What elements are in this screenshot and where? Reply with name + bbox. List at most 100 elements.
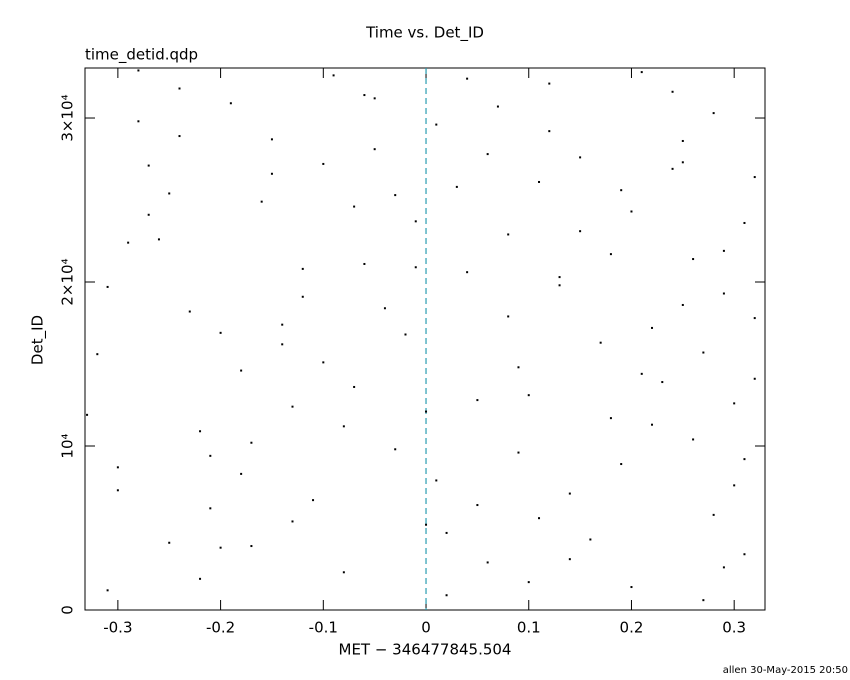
point [466,271,469,274]
point [692,438,695,441]
point [394,194,397,197]
point [722,292,725,295]
point [640,71,643,74]
point [579,156,582,159]
point [743,458,746,461]
point [733,484,736,487]
point [270,138,273,141]
point [722,249,725,252]
point [640,372,643,375]
point [291,405,294,408]
point [116,466,119,469]
point [712,112,715,115]
point [301,267,304,270]
point [568,558,571,561]
point [620,463,623,466]
y-tick-label: 10⁴ [59,433,77,458]
point [414,220,417,223]
point [507,233,510,236]
point [661,381,664,384]
point [558,284,561,287]
x-tick-label: -0.3 [103,619,132,637]
point [455,185,458,188]
point [651,423,654,426]
point [332,74,335,77]
point [342,425,345,428]
point [106,589,109,592]
point [414,266,417,269]
point [496,105,499,108]
y-tick-label: 0 [59,605,77,615]
point [753,176,756,179]
point [568,492,571,495]
point [342,571,345,574]
point [466,77,469,80]
point [219,331,222,334]
point [209,507,212,510]
point [651,326,654,329]
point [743,553,746,556]
x-tick-label: 0.2 [620,619,644,637]
point [353,205,356,208]
point [157,238,160,241]
y-tick-label: 2×10⁴ [59,258,77,305]
point [178,87,181,90]
x-tick-label: 0 [421,619,431,637]
point [137,69,140,72]
point [312,499,315,502]
point [681,303,684,306]
point [96,353,99,356]
chart-title: Time vs. Det_ID [365,24,484,43]
point [86,413,89,416]
point [425,523,428,526]
point [486,561,489,564]
point [548,82,551,85]
point [178,135,181,138]
point [250,545,253,548]
point [127,241,130,244]
point [147,164,150,167]
point [620,189,623,192]
x-tick-label: -0.1 [309,619,338,637]
point [219,546,222,549]
point [599,341,602,344]
point [188,310,191,313]
point [476,399,479,402]
point [579,230,582,233]
point [363,94,366,97]
point [507,315,510,318]
point [445,531,448,534]
point [240,472,243,475]
x-tick-label: 0.3 [722,619,746,637]
point [702,599,705,602]
point [445,594,448,597]
point [753,317,756,320]
chart-subtitle: time_detid.qdp [85,46,198,65]
point [712,513,715,516]
point [527,394,530,397]
point [394,448,397,451]
point [435,479,438,482]
point [538,180,541,183]
point [240,369,243,372]
point [322,361,325,364]
point [199,430,202,433]
point [425,410,428,413]
point [116,489,119,492]
point [527,581,530,584]
point [517,366,520,369]
point [137,120,140,123]
point [722,566,725,569]
point [353,385,356,388]
point [281,343,284,346]
point [671,90,674,93]
x-axis-label: MET − 346477845.504 [339,641,512,659]
point [702,351,705,354]
point [486,153,489,156]
point [373,148,376,151]
x-tick-label: 0.1 [517,619,541,637]
point [630,586,633,589]
point [589,538,592,541]
